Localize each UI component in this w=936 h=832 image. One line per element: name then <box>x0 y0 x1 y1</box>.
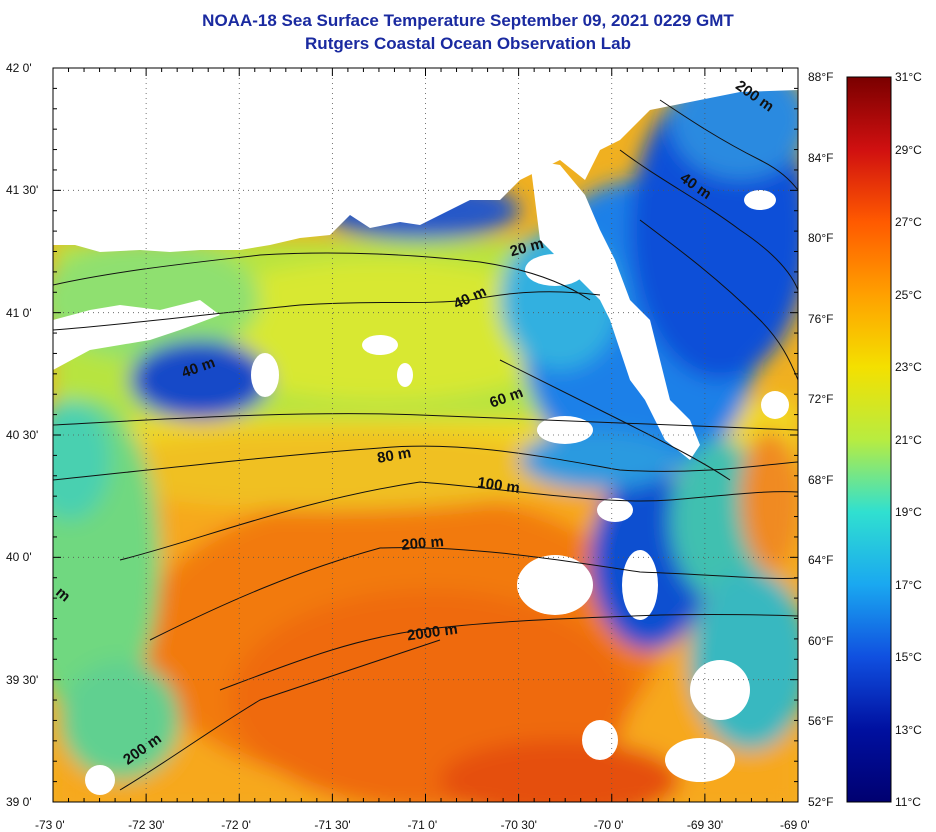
latitude-label: 42 0' <box>6 61 32 75</box>
colorbar-celsius-label: 21°C <box>895 432 922 447</box>
contour-label: 80 m <box>376 444 413 467</box>
longitude-label: -72 30' <box>128 818 165 832</box>
colorbar-fahrenheit-label: 56°F <box>808 714 834 729</box>
bathymetry-contours <box>53 99 798 791</box>
latitude-label: 40 30' <box>6 428 39 442</box>
contour-label: 200 m <box>401 533 445 554</box>
longitude-label: -71 0' <box>407 818 438 832</box>
colorbar-fahrenheit-label: 80°F <box>808 231 834 246</box>
colorbar-celsius-label: 31°C <box>895 70 922 84</box>
map-subtitle: Rutgers Coastal Ocean Observation Lab <box>305 34 631 53</box>
colorbar-celsius-label: 29°C <box>895 142 922 157</box>
colorbar-fahrenheit-label: 84°F <box>808 150 834 165</box>
map-title: NOAA-18 Sea Surface Temperature Septembe… <box>202 11 734 30</box>
colorbar-celsius-label: 17°C <box>895 577 922 592</box>
latitude-label: 41 0' <box>6 305 32 320</box>
longitude-label: -70 30' <box>500 818 537 832</box>
latitude-label: 40 0' <box>6 550 32 565</box>
longitude-label: -69 30' <box>686 818 724 832</box>
colorbar-celsius-label: 11°C <box>895 795 921 809</box>
graticule <box>53 68 798 802</box>
colorbar-scale <box>846 76 892 803</box>
latitude-label: 41 30' <box>6 183 39 198</box>
colorbar-celsius-label: 25°C <box>895 287 922 302</box>
colorbar-fahrenheit-label: 76°F <box>808 311 834 326</box>
colorbar-celsius-label: 27°C <box>895 215 922 229</box>
colorbar-fahrenheit-label: 60°F <box>808 633 834 648</box>
contour-label: 2000 m <box>406 621 459 645</box>
colorbar-fahrenheit-label: 72°F <box>808 392 834 407</box>
colorbar <box>846 76 892 803</box>
colorbar-celsius-label: 19°C <box>895 505 922 519</box>
colorbar-fahrenheit-label: 64°F <box>808 553 834 568</box>
colorbar-celsius-label: 13°C <box>895 722 922 737</box>
longitude-label: -69 0' <box>780 818 810 832</box>
longitude-label: -73 0' <box>35 818 65 832</box>
colorbar-fahrenheit-label: 68°F <box>808 472 834 487</box>
contour-label: 100 m <box>476 474 520 497</box>
colorbar-fahrenheit-label: 88°F <box>808 70 834 84</box>
longitude-label: -70 0' <box>593 818 624 832</box>
longitude-label: -71 30' <box>314 818 351 832</box>
tick-marks <box>52 67 799 803</box>
latitude-label: 39 30' <box>6 672 39 687</box>
colorbar-fahrenheit-label: 52°F <box>808 795 834 809</box>
colorbar-celsius-label: 15°C <box>895 650 922 664</box>
cloud-mask <box>85 190 789 795</box>
latitude-label: 39 0' <box>6 795 32 809</box>
longitude-label: -72 0' <box>221 818 251 832</box>
colorbar-celsius-label: 23°C <box>895 360 922 374</box>
